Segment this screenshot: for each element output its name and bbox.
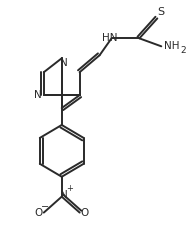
Text: N: N — [60, 190, 68, 200]
Text: −: − — [41, 202, 49, 212]
Text: 2: 2 — [180, 46, 186, 55]
Text: N: N — [34, 90, 42, 100]
Text: HN: HN — [102, 33, 117, 43]
Text: O: O — [81, 208, 89, 218]
Text: NH: NH — [163, 41, 179, 51]
Text: S: S — [158, 7, 165, 18]
Text: +: + — [66, 184, 73, 193]
Text: O: O — [35, 208, 43, 218]
Text: N: N — [60, 58, 68, 68]
